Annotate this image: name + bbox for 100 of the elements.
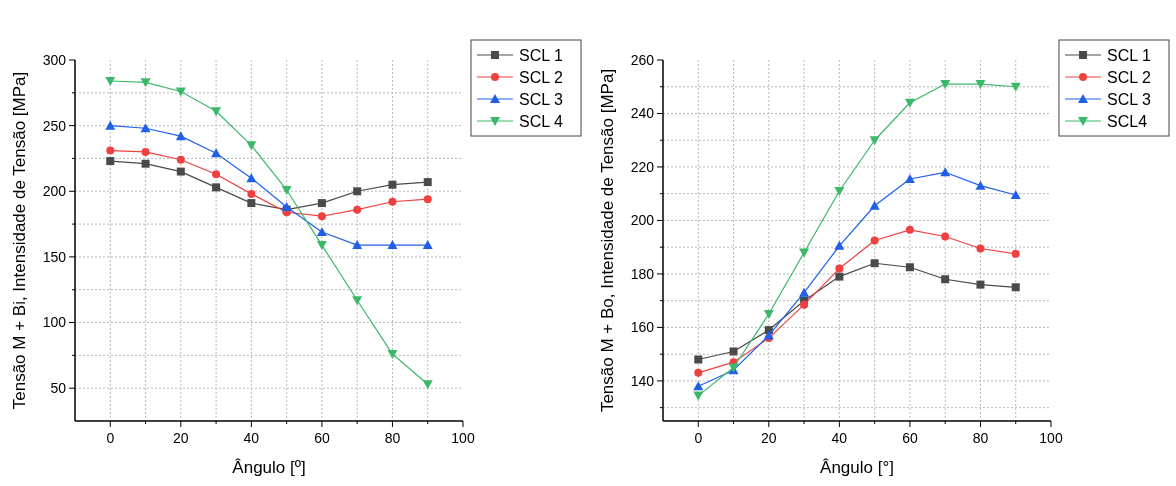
y-tick-label: 250	[42, 117, 67, 134]
point	[422, 240, 433, 250]
x-tick-label: 0	[106, 430, 115, 446]
x-axis-title: Ângulo [º]	[232, 458, 306, 477]
y-tick-label: 100	[42, 314, 67, 331]
point	[387, 240, 398, 250]
point	[423, 178, 432, 187]
point	[246, 141, 257, 151]
legend-label: SCL 1	[519, 46, 563, 64]
legend-label: SCL4	[1107, 112, 1148, 130]
point	[694, 368, 703, 377]
point	[763, 330, 774, 340]
point	[869, 136, 880, 146]
x-tick-label: 80	[972, 430, 989, 446]
point	[388, 197, 397, 206]
legend-label: SCL 2	[1107, 68, 1151, 86]
y-tick-label: 220	[630, 158, 655, 175]
y-tick-label: 160	[630, 319, 655, 336]
point	[834, 240, 845, 250]
point	[353, 187, 362, 196]
point	[940, 80, 951, 90]
point	[316, 226, 327, 236]
y-tick-label: 200	[630, 212, 655, 229]
y-axis-title: Tensão M + Bo, Intensidade de Tensão [MPa]	[598, 68, 617, 413]
point	[904, 174, 915, 183]
point	[941, 232, 950, 241]
legend-label: SCL 2	[519, 68, 563, 86]
point	[835, 264, 844, 273]
point	[212, 183, 221, 192]
point	[904, 98, 915, 108]
legend-label: SCL 3	[1107, 90, 1151, 108]
point	[693, 381, 704, 391]
point	[800, 300, 809, 309]
point	[799, 287, 810, 297]
point	[387, 350, 398, 360]
point	[729, 347, 738, 356]
point	[105, 120, 116, 130]
point	[1011, 249, 1020, 258]
y-tick-label: 260	[630, 51, 655, 68]
y-tick-label: 50	[50, 380, 67, 397]
point	[763, 310, 774, 320]
x-tick-label: 60	[902, 430, 918, 446]
y-tick-label: 200	[42, 183, 67, 200]
point	[870, 236, 879, 245]
point	[422, 380, 433, 390]
y-tick-label: 180	[630, 265, 655, 282]
point	[799, 248, 810, 258]
y-tick-label: 240	[630, 105, 655, 122]
point	[834, 187, 845, 197]
point	[388, 180, 397, 189]
legend-label: SCL 3	[519, 90, 563, 108]
point	[246, 173, 257, 183]
x-tick-label: 40	[243, 430, 260, 446]
x-tick-label: 0	[694, 430, 703, 446]
y-tick-label: 300	[42, 51, 67, 68]
point	[1011, 283, 1020, 292]
point	[211, 107, 222, 117]
point	[140, 123, 151, 133]
point	[1010, 190, 1021, 200]
point	[940, 167, 951, 177]
point	[976, 244, 985, 253]
point	[317, 199, 326, 208]
point	[247, 199, 256, 208]
point	[976, 280, 985, 289]
point	[869, 200, 880, 210]
legend-label: SCL 4	[519, 112, 563, 130]
point	[352, 296, 363, 306]
x-tick-label: 60	[314, 430, 330, 446]
x-axis-title: Ângulo [°]	[820, 458, 894, 477]
x-tick-label: 40	[831, 430, 848, 446]
point	[106, 157, 115, 166]
x-tick-label: 20	[761, 430, 777, 446]
point	[975, 80, 986, 90]
point	[105, 77, 116, 86]
y-axis-title: Tensão M + Bi, Intensidade de Tensão [MPa]	[10, 71, 29, 410]
point	[975, 180, 986, 190]
point	[211, 148, 222, 158]
point	[1010, 82, 1021, 92]
legend-label: SCL 1	[1107, 46, 1151, 64]
point	[176, 167, 185, 176]
point	[247, 189, 256, 198]
point	[941, 275, 950, 284]
point	[176, 155, 185, 164]
point	[141, 159, 150, 168]
point	[353, 205, 362, 214]
y-tick-label: 150	[42, 248, 67, 265]
x-tick-label: 80	[384, 430, 401, 446]
point	[317, 212, 326, 221]
point	[835, 272, 844, 281]
point	[694, 355, 703, 364]
point	[423, 195, 432, 204]
point	[141, 147, 150, 156]
point	[212, 170, 221, 179]
point	[905, 225, 914, 234]
x-tick-label: 100	[451, 430, 475, 446]
point	[352, 240, 363, 250]
point	[316, 241, 327, 251]
point	[870, 259, 879, 268]
point	[175, 131, 186, 141]
point	[905, 263, 914, 272]
